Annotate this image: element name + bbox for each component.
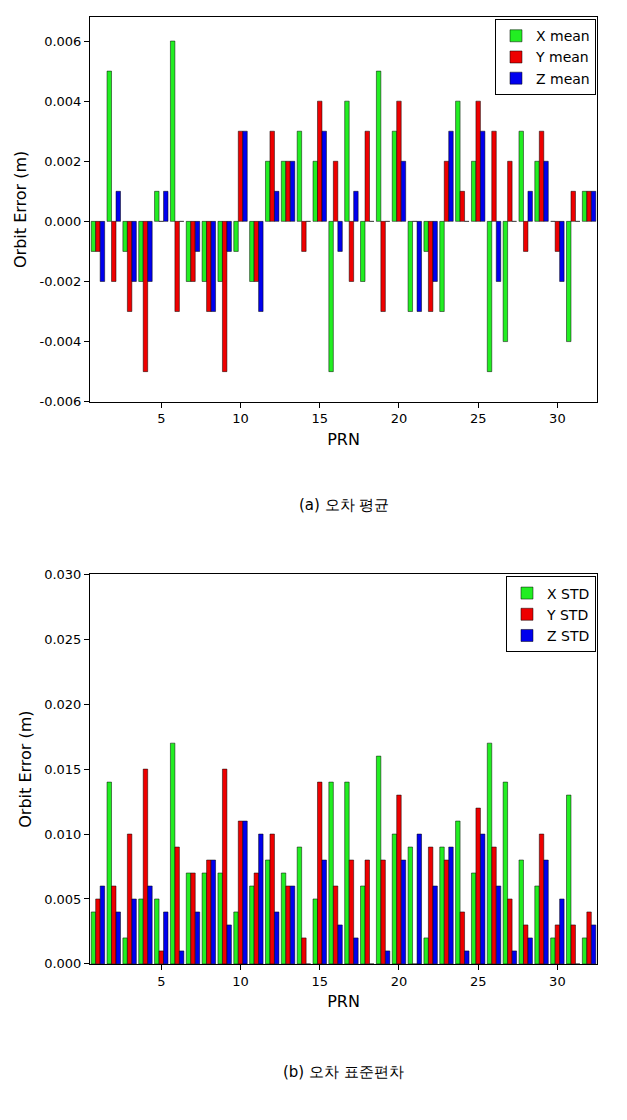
- svg-text:PRN: PRN: [327, 430, 360, 449]
- svg-text:25: 25: [470, 411, 487, 426]
- svg-text:Y mean: Y mean: [535, 49, 589, 65]
- svg-text:0.002: 0.002: [44, 154, 81, 169]
- svg-text:(a) 오차 평균: (a) 오차 평균: [299, 496, 389, 514]
- svg-text:10: 10: [232, 974, 249, 989]
- svg-text:PRN: PRN: [327, 992, 360, 1011]
- svg-text:Y STD: Y STD: [546, 607, 588, 623]
- svg-text:20: 20: [391, 411, 408, 426]
- svg-text:25: 25: [470, 974, 487, 989]
- svg-text:10: 10: [232, 411, 249, 426]
- svg-text:0.000: 0.000: [44, 214, 81, 229]
- svg-text:Orbit Error (m): Orbit Error (m): [16, 710, 35, 827]
- svg-text:20: 20: [391, 974, 408, 989]
- svg-text:0.020: 0.020: [44, 697, 81, 712]
- svg-text:X mean: X mean: [536, 28, 590, 44]
- svg-text:5: 5: [157, 974, 165, 989]
- svg-text:0.030: 0.030: [44, 567, 81, 582]
- svg-text:0.000: 0.000: [44, 956, 81, 971]
- svg-text:30: 30: [549, 974, 566, 989]
- svg-text:0.005: 0.005: [44, 892, 81, 907]
- svg-text:Orbit Error (m): Orbit Error (m): [11, 151, 30, 268]
- svg-text:15: 15: [311, 974, 328, 989]
- svg-text:15: 15: [311, 411, 328, 426]
- svg-text:0.006: 0.006: [44, 34, 81, 49]
- svg-text:-0.004: -0.004: [39, 334, 81, 349]
- svg-text:Z STD: Z STD: [547, 628, 589, 644]
- svg-text:Z mean: Z mean: [536, 71, 590, 87]
- svg-text:30: 30: [549, 411, 566, 426]
- svg-text:-0.002: -0.002: [39, 274, 81, 289]
- svg-text:0.010: 0.010: [44, 827, 81, 842]
- svg-text:0.015: 0.015: [44, 762, 81, 777]
- svg-text:0.004: 0.004: [44, 94, 81, 109]
- svg-text:X STD: X STD: [547, 586, 589, 602]
- svg-text:5: 5: [157, 411, 165, 426]
- svg-text:-0.006: -0.006: [39, 394, 81, 409]
- svg-text:(b) 오차 표준편차: (b) 오차 표준편차: [283, 1063, 404, 1081]
- svg-text:0.025: 0.025: [44, 632, 81, 647]
